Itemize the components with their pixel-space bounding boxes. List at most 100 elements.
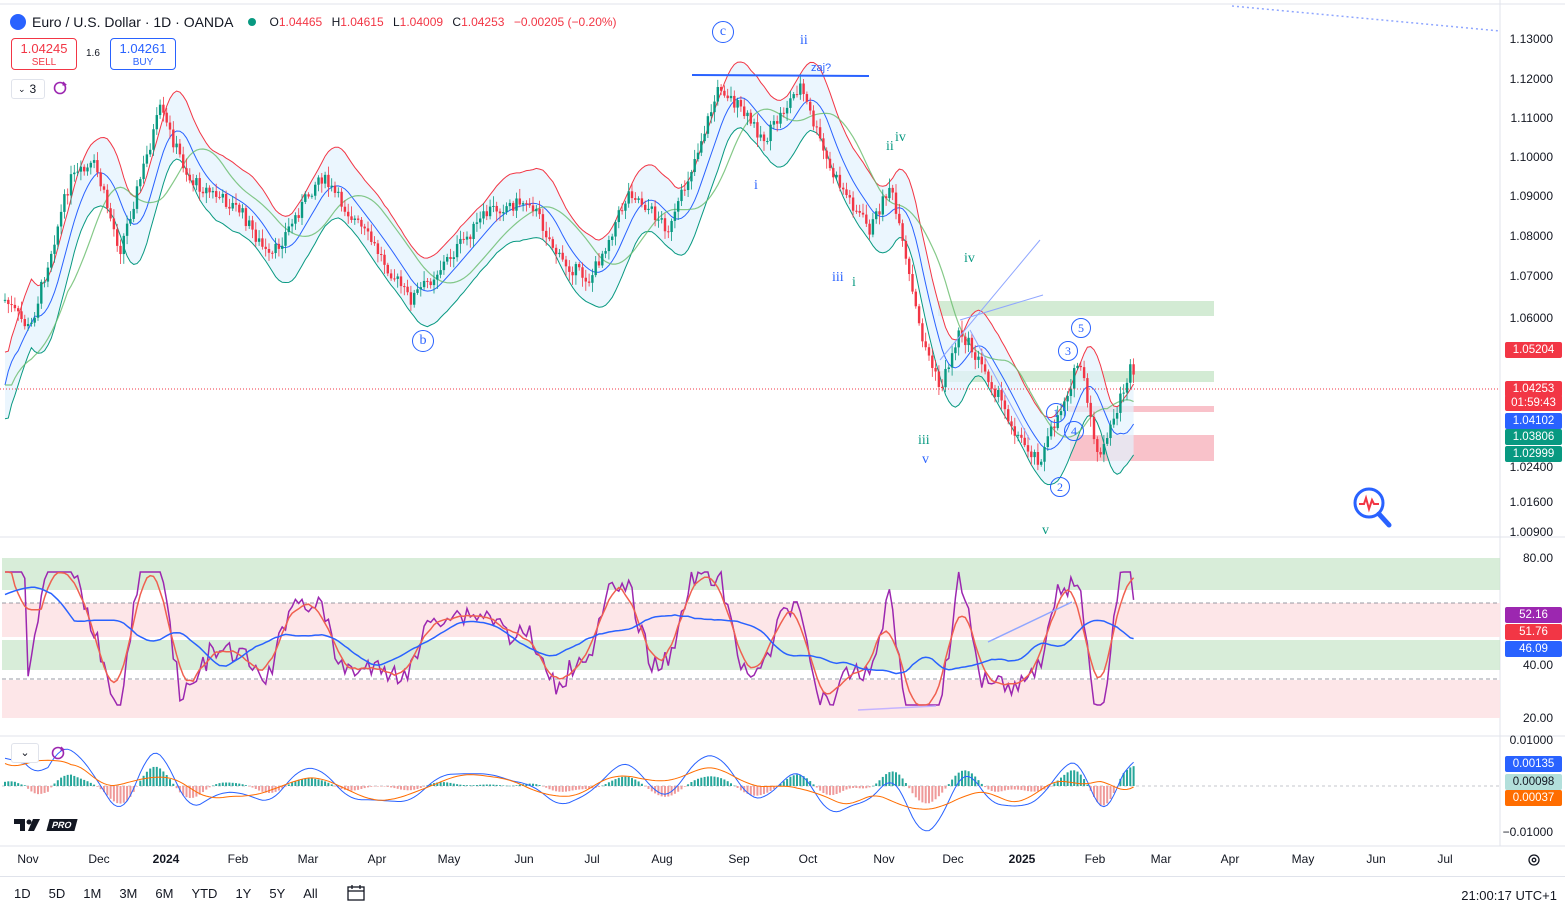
macd-bar: [7, 781, 10, 786]
wave-label-1[interactable]: 1: [1046, 403, 1066, 423]
sync-icon[interactable]: [52, 80, 68, 96]
candle-body: [432, 279, 436, 286]
candle-body: [145, 154, 149, 164]
candle-body: [515, 198, 518, 211]
range-button-5y[interactable]: 5Y: [269, 885, 286, 901]
macd-bar: [50, 786, 53, 788]
macd-bar: [802, 776, 805, 786]
candle-body: [132, 208, 135, 219]
candle-body: [584, 277, 587, 282]
macd-bar: [908, 786, 911, 789]
clock-timezone[interactable]: 21:00:17 UTC+1: [1461, 888, 1557, 903]
calendar-icon[interactable]: [346, 884, 366, 902]
rsi-divergence-line-2[interactable]: [857, 705, 937, 711]
bottom-toolbar: 1D 5D 1M 3M 6M YTD 1Y 5Y All: [0, 876, 1565, 909]
wave-label-b[interactable]: b: [412, 330, 434, 352]
wave-label-iii-nov[interactable]: iii: [918, 433, 930, 448]
candle-body: [297, 215, 300, 218]
range-button-6m[interactable]: 6M: [155, 885, 174, 901]
sell-button[interactable]: 1.04245 SELL: [11, 38, 77, 70]
candle-body: [931, 355, 934, 368]
resistance-line[interactable]: [691, 74, 870, 77]
macd-bar: [400, 786, 402, 790]
candle-body: [726, 95, 729, 99]
sync-icon[interactable]: [50, 745, 66, 761]
candle-body: [568, 266, 571, 272]
range-button-1d[interactable]: 1D: [14, 885, 31, 901]
candle-body: [429, 281, 432, 286]
symbol-title[interactable]: Euro / U.S. Dollar · 1D · OANDA: [32, 14, 234, 30]
macd-bar: [947, 784, 950, 786]
price-label: 1.04102: [1505, 413, 1562, 429]
candle-body: [300, 201, 304, 218]
wave-label-c[interactable]: c: [712, 21, 734, 43]
buy-button[interactable]: 1.04261 BUY: [110, 38, 176, 70]
trend-line-2[interactable]: [959, 294, 1044, 321]
indicators-toggle[interactable]: ⌄ 3: [11, 79, 45, 99]
trend-line-1[interactable]: [939, 239, 1041, 361]
candle-body: [416, 289, 419, 293]
magnifier-health-icon[interactable]: [1351, 487, 1395, 531]
wave-label-v-nov[interactable]: v: [922, 452, 929, 467]
macd-bar: [459, 784, 462, 786]
macd-bar: [23, 785, 26, 786]
time-tick: Jul: [584, 852, 600, 866]
range-button-1y[interactable]: 1Y: [235, 885, 252, 901]
time-tick: Jun: [1366, 852, 1386, 866]
candle-body: [1079, 365, 1082, 368]
wave-label-ii-top[interactable]: ii: [800, 33, 808, 48]
macd-bar: [558, 786, 561, 792]
wave-label-v-jan[interactable]: v: [1042, 523, 1049, 538]
symbol-header[interactable]: Euro / U.S. Dollar · 1D · OANDA O1.04465…: [10, 12, 623, 32]
macd-bar: [687, 784, 690, 786]
wave-label-iv-nov[interactable]: iv: [964, 251, 975, 266]
trend-line-3[interactable]: [969, 329, 1031, 441]
time-tick: Oct: [798, 852, 818, 866]
rsi-tick: 40.00: [1522, 658, 1553, 672]
range-button-ytd[interactable]: YTD: [191, 885, 218, 901]
candle-body: [188, 174, 191, 181]
candle-body: [607, 239, 611, 252]
wave-label-4[interactable]: 4: [1064, 421, 1084, 441]
macd-bar: [538, 785, 541, 786]
wave-label-3[interactable]: 3: [1058, 341, 1078, 361]
macd-bar: [637, 781, 640, 786]
wave-label-i-sep[interactable]: i: [754, 178, 758, 193]
settings-icon[interactable]: [1527, 853, 1541, 867]
candle-body: [99, 172, 102, 187]
annotation-zaj[interactable]: zaj?: [811, 62, 832, 74]
candle-body: [545, 230, 548, 238]
macd-bar: [565, 786, 567, 792]
wave-label-2[interactable]: 2: [1050, 477, 1070, 497]
wave-label-5[interactable]: 5: [1071, 318, 1091, 338]
macd-label: 0.00098: [1505, 774, 1562, 790]
wave-label-iv-oct[interactable]: iv: [895, 130, 906, 145]
candle-body: [785, 107, 789, 114]
macd-bar: [1069, 770, 1072, 786]
pane-collapse-button[interactable]: ⌄: [11, 743, 39, 763]
candle-body: [1082, 367, 1086, 379]
tradingview-logo: PRO: [14, 818, 78, 832]
rsi-divergence-line-1[interactable]: [987, 601, 1073, 643]
wave-label-i-oct[interactable]: i: [852, 275, 856, 290]
macd-bar: [532, 783, 534, 786]
macd-bar: [1119, 778, 1122, 786]
candle-body: [1102, 443, 1106, 455]
macd-bar: [185, 786, 188, 798]
macd-bar: [858, 786, 861, 789]
macd-bar: [1076, 771, 1079, 786]
macd-bar: [796, 774, 798, 786]
macd-bar: [987, 786, 990, 790]
wave-label-ii-oct[interactable]: ii: [886, 139, 894, 154]
wave-label-iii-oct[interactable]: iii: [832, 270, 844, 285]
chart-canvas[interactable]: [0, 0, 1565, 876]
range-button-all[interactable]: All: [303, 885, 318, 901]
range-button-1m[interactable]: 1M: [83, 885, 102, 901]
rsi-upper-zone: [2, 603, 1500, 637]
macd-bar: [693, 780, 696, 786]
range-button-3m[interactable]: 3M: [119, 885, 138, 901]
macd-bar: [462, 785, 465, 786]
range-button-5d[interactable]: 5D: [48, 885, 66, 901]
dotted-trend-line[interactable]: [1231, 5, 1501, 32]
macd-bar: [429, 784, 432, 786]
